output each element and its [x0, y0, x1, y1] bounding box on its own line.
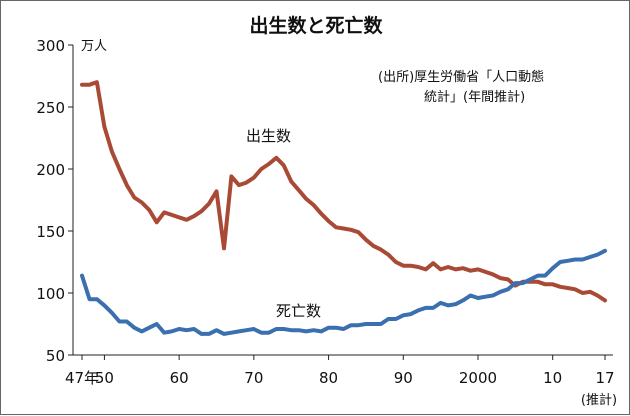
source-note-line1: (出所)厚生労働省「人口動態 [378, 69, 544, 85]
y-tick-label-150: 150 [36, 223, 65, 241]
x-tick-label-2000: 2000 [459, 369, 497, 387]
series-1 [82, 251, 605, 334]
y-tick-label-300: 300 [36, 37, 65, 55]
y-tick-label-50: 50 [46, 347, 65, 365]
chart-title: 出生数と死亡数 [249, 14, 383, 37]
x-tick-label-1960: 60 [170, 369, 189, 387]
deaths-series-label: 死亡数 [276, 302, 321, 320]
y-tick-label-200: 200 [36, 161, 65, 179]
series-0 [82, 82, 605, 300]
series-line-0 [82, 82, 605, 300]
y-axis-unit-label: 万人 [81, 39, 107, 54]
source-note-line2: 統計」(年間推計) [424, 89, 525, 105]
x-tick-label-1990: 90 [394, 369, 413, 387]
series-layer [82, 82, 605, 334]
x-tick-label-1980: 80 [319, 369, 338, 387]
y-tick-label-100: 100 [36, 285, 65, 303]
x-tick-label-2010: 10 [543, 369, 562, 387]
x-tick-label-2017: 17 [595, 369, 614, 387]
x-tick-label-1950: 50 [95, 369, 114, 387]
y-tick-label-250: 250 [36, 99, 65, 117]
x-axis-note: (推計) [581, 392, 617, 408]
x-tick-label-1970: 70 [244, 369, 263, 387]
births-series-label: 出生数 [246, 127, 291, 145]
y-tick-labels: 50 100 150 200 250 300 [36, 37, 73, 365]
series-line-1 [82, 251, 605, 334]
